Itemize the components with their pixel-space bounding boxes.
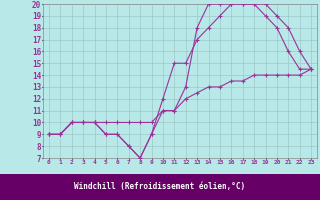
Text: Windchill (Refroidissement éolien,°C): Windchill (Refroidissement éolien,°C): [75, 182, 245, 192]
